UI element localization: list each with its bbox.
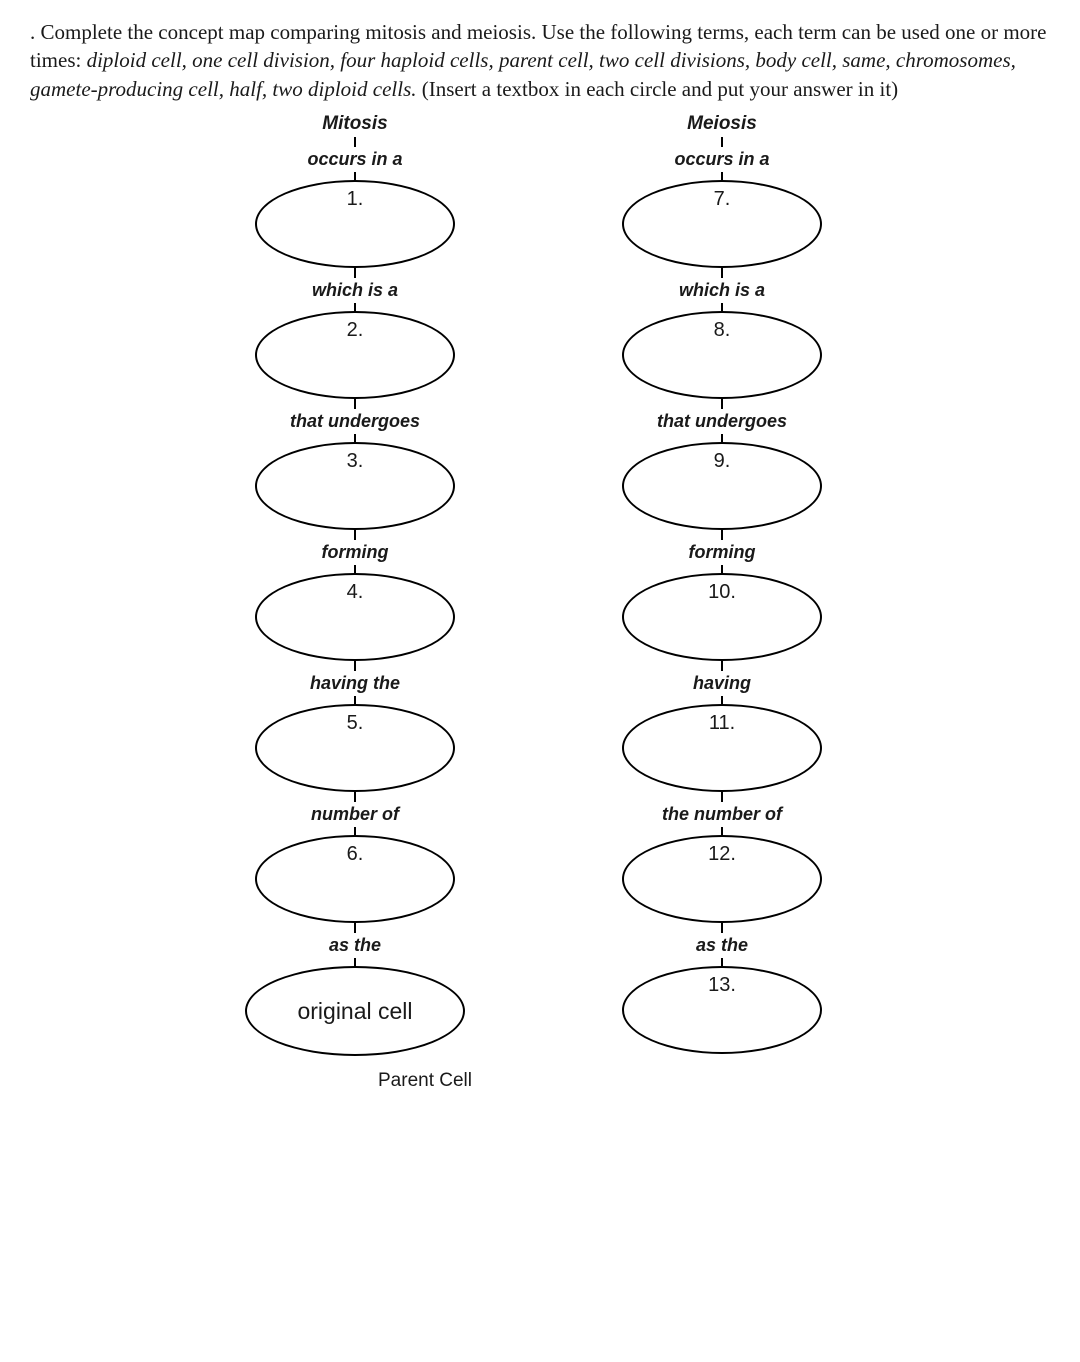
- connector-line: [354, 923, 356, 933]
- blank-ellipse-4[interactable]: 4.: [255, 573, 455, 661]
- connector-line: [721, 399, 723, 409]
- blank-ellipse-6[interactable]: 6.: [255, 835, 455, 923]
- connector-line: [354, 303, 356, 311]
- blank-ellipse-8[interactable]: 8.: [622, 311, 822, 399]
- connector-line: [721, 661, 723, 671]
- blank-ellipse-9[interactable]: 9.: [622, 442, 822, 530]
- connector-line: [721, 434, 723, 442]
- connector-line: [721, 303, 723, 311]
- ellipse-number: 13.: [708, 974, 736, 997]
- link-text: occurs in a: [674, 149, 769, 170]
- connector-line: [721, 958, 723, 966]
- blank-ellipse-12[interactable]: 12.: [622, 835, 822, 923]
- link-text: number of: [311, 804, 399, 825]
- connector-line: [354, 172, 356, 180]
- blank-ellipse-11[interactable]: 11.: [622, 704, 822, 792]
- blank-ellipse-3[interactable]: 3.: [255, 442, 455, 530]
- ellipse-number: 9.: [714, 450, 731, 473]
- ellipse-number: 2.: [347, 319, 364, 342]
- connector-line: [354, 399, 356, 409]
- ellipse-number: 6.: [347, 843, 364, 866]
- ellipse-number: 1.: [347, 188, 364, 211]
- link-text: which is a: [312, 280, 398, 301]
- connector-line: [354, 565, 356, 573]
- ellipse-number: 7.: [714, 188, 731, 211]
- link-text: forming: [322, 542, 389, 563]
- blank-ellipse-5[interactable]: 5.: [255, 704, 455, 792]
- mitosis-title: Mitosis: [322, 113, 387, 135]
- link-text: forming: [689, 542, 756, 563]
- blank-ellipse-10[interactable]: 10.: [622, 573, 822, 661]
- instructions: . Complete the concept map comparing mit…: [30, 18, 1050, 103]
- connector-line: [354, 827, 356, 835]
- connector-line: [354, 530, 356, 540]
- connector-line: [721, 137, 723, 147]
- ellipse-number: 10.: [708, 581, 736, 604]
- meiosis-title: Meiosis: [687, 113, 757, 135]
- connector-line: [354, 434, 356, 442]
- connector-line: [721, 172, 723, 180]
- connector-line: [721, 792, 723, 802]
- ellipse-number: 3.: [347, 450, 364, 473]
- connector-line: [721, 827, 723, 835]
- link-text: that undergoes: [657, 411, 787, 432]
- connector-line: [721, 923, 723, 933]
- link-text: having the: [310, 673, 400, 694]
- connector-line: [354, 268, 356, 278]
- blank-ellipse-13[interactable]: 13.: [622, 966, 822, 1054]
- blank-ellipse-2[interactable]: 2.: [255, 311, 455, 399]
- link-text: as the: [696, 935, 748, 956]
- ellipse-number: 5.: [347, 712, 364, 735]
- link-text: occurs in a: [307, 149, 402, 170]
- link-text: as the: [329, 935, 381, 956]
- meiosis-column: Meiosis occurs in a 7. which is a 8. tha…: [622, 113, 822, 1092]
- final-ellipse-text: original cell: [297, 998, 412, 1025]
- connector-line: [721, 565, 723, 573]
- blank-ellipse-1[interactable]: 1.: [255, 180, 455, 268]
- link-text: the number of: [662, 804, 782, 825]
- link-text: which is a: [679, 280, 765, 301]
- connector-line: [721, 268, 723, 278]
- mitosis-column: Mitosis occurs in a 1. which is a 2. tha…: [238, 113, 472, 1092]
- connector-line: [354, 137, 356, 147]
- connector-line: [354, 792, 356, 802]
- connector-line: [354, 696, 356, 704]
- connector-line: [721, 696, 723, 704]
- blank-ellipse-7[interactable]: 7.: [622, 180, 822, 268]
- link-text: that undergoes: [290, 411, 420, 432]
- ellipse-number: 11.: [709, 712, 735, 735]
- connector-line: [721, 530, 723, 540]
- ellipse-number: 4.: [347, 581, 364, 604]
- ellipse-number: 12.: [708, 843, 736, 866]
- connector-line: [354, 958, 356, 966]
- instructions-trail: (Insert a textbox in each circle and put…: [417, 77, 899, 101]
- final-ellipse: original cell: [245, 966, 465, 1056]
- ellipse-number: 8.: [714, 319, 731, 342]
- connector-line: [354, 661, 356, 671]
- concept-map: Mitosis occurs in a 1. which is a 2. tha…: [30, 113, 1050, 1092]
- link-text: having: [693, 673, 751, 694]
- parent-cell-label: Parent Cell: [238, 1070, 472, 1092]
